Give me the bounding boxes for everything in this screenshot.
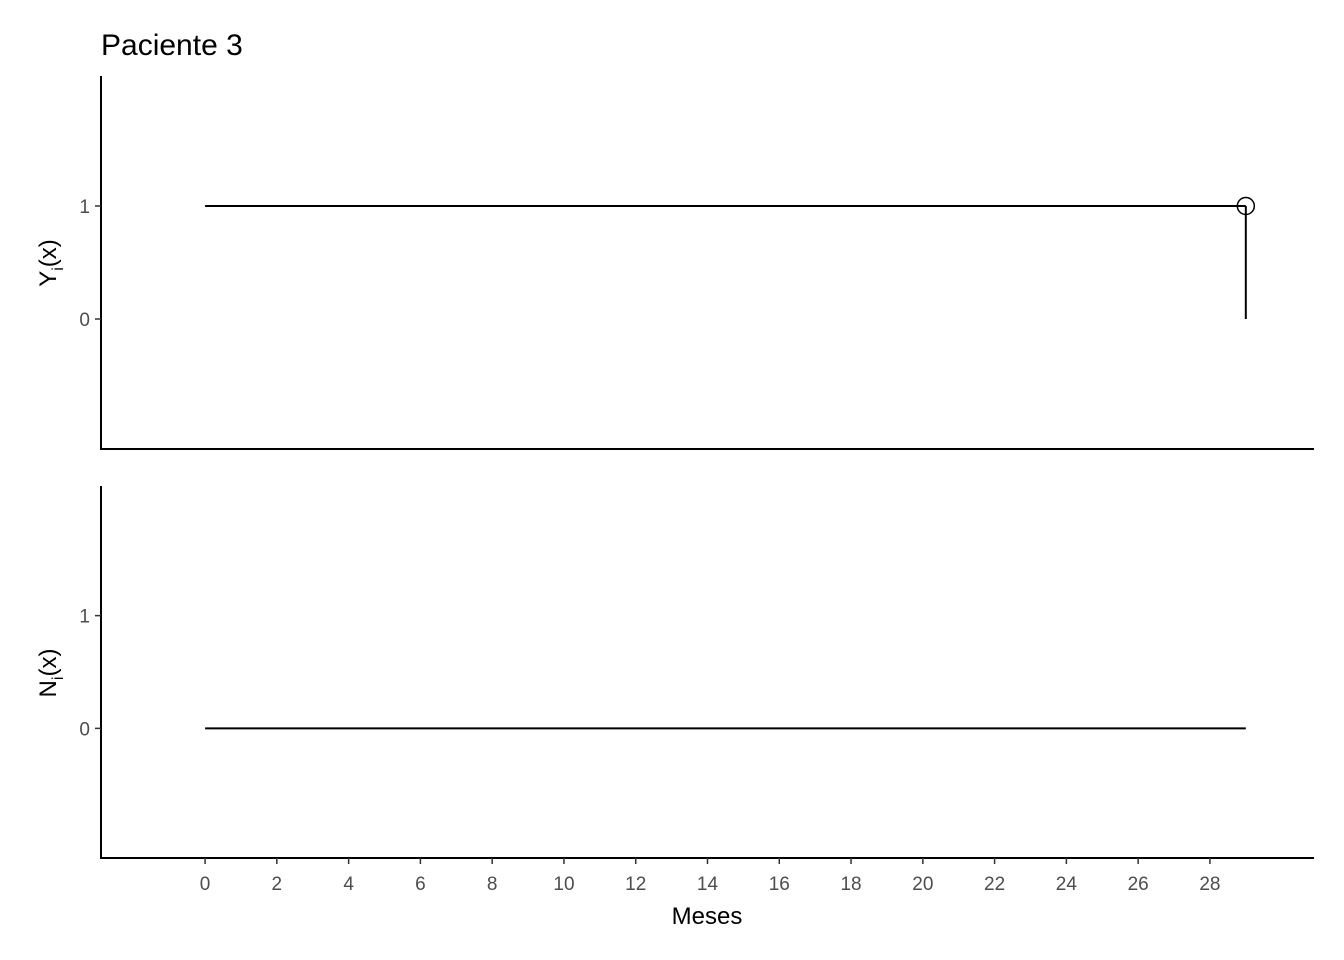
y-axis-title: Ni(x) [35,649,67,698]
y-tick-label: 1 [79,197,90,218]
x-tick-label: 14 [697,874,719,895]
x-tick-label: 24 [1056,874,1078,895]
x-tick-label: 20 [912,874,933,895]
x-tick-label: 26 [1128,874,1149,895]
censor-point [1236,196,1256,216]
y-tick-label: 0 [79,310,90,331]
y-axis-title: Yi(x) [35,239,67,287]
x-tick-label: 8 [487,874,498,895]
panel-risk-indicator: Yi(x) 0 1 [35,76,1314,450]
panel-counting-process: Ni(x) 0 1 [35,486,1314,859]
chart-title: Paciente 3 [101,29,243,62]
x-axis-title: Meses [672,903,743,930]
x-tick-label: 28 [1199,874,1220,895]
x-tick-label: 0 [200,874,211,895]
y-tick-label: 1 [79,607,90,628]
x-tick-label: 22 [984,874,1005,895]
x-tick-label: 12 [625,874,646,895]
y-tick-label: 0 [79,719,90,740]
x-tick-label: 6 [415,874,426,895]
x-tick-label: 18 [840,874,861,895]
x-tick-label: 4 [343,874,354,895]
x-axis-ticks: 0 2 4 6 8 10 12 14 16 18 20 22 24 26 28 [200,858,1220,895]
x-tick-label: 16 [769,874,790,895]
x-tick-label: 2 [272,874,283,895]
x-tick-label: 10 [553,874,574,895]
